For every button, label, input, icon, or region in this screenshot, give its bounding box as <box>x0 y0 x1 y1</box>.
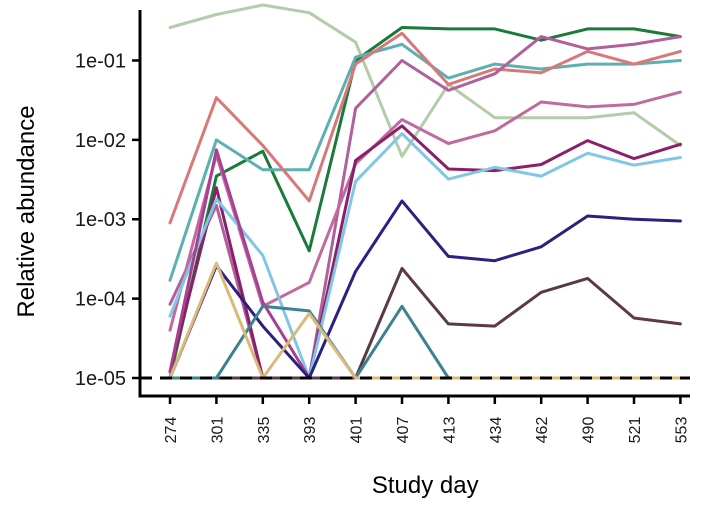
axes-layer <box>132 10 690 404</box>
y-tick-label: 1e-02 <box>75 130 126 152</box>
x-tick-label: 401 <box>349 417 366 444</box>
x-tick-label: 274 <box>163 417 180 444</box>
x-tick-label: 335 <box>256 417 273 444</box>
series-line-5 <box>168 35 682 380</box>
series-line-7 <box>168 124 682 380</box>
x-tick-label: 434 <box>488 417 505 444</box>
x-tick-label: 393 <box>302 417 319 444</box>
x-tick-label: 490 <box>581 417 598 444</box>
series-line-11 <box>168 266 682 380</box>
series-layer <box>168 3 682 380</box>
series-line-3 <box>168 42 682 282</box>
series-line-4 <box>168 31 682 225</box>
x-axis-title: Study day <box>372 472 479 499</box>
y-tick-label: 1e-03 <box>75 209 126 231</box>
x-tick-label: 521 <box>627 417 644 444</box>
series-line-10 <box>168 199 682 380</box>
x-tick-label: 553 <box>673 417 690 444</box>
x-tick-label: 301 <box>209 417 226 444</box>
y-tick-labels: 1e-05 1e-04 1e-03 1e-02 1e-01 <box>75 50 126 390</box>
series-line-1 <box>168 3 682 158</box>
x-tick-label: 462 <box>534 417 551 444</box>
y-tick-label: 1e-05 <box>75 368 126 390</box>
series-line-8 <box>168 132 682 380</box>
y-tick-label: 1e-01 <box>75 50 126 72</box>
x-tick-label: 413 <box>441 417 458 444</box>
x-tick-label: 407 <box>395 417 412 444</box>
series-line-2 <box>168 26 682 380</box>
x-tick-labels: 274 301 335 393 401 407 413 434 462 490 521 553 <box>163 417 690 444</box>
y-axis-title: Relative abundance <box>13 105 40 317</box>
y-tick-label: 1e-04 <box>75 289 126 311</box>
